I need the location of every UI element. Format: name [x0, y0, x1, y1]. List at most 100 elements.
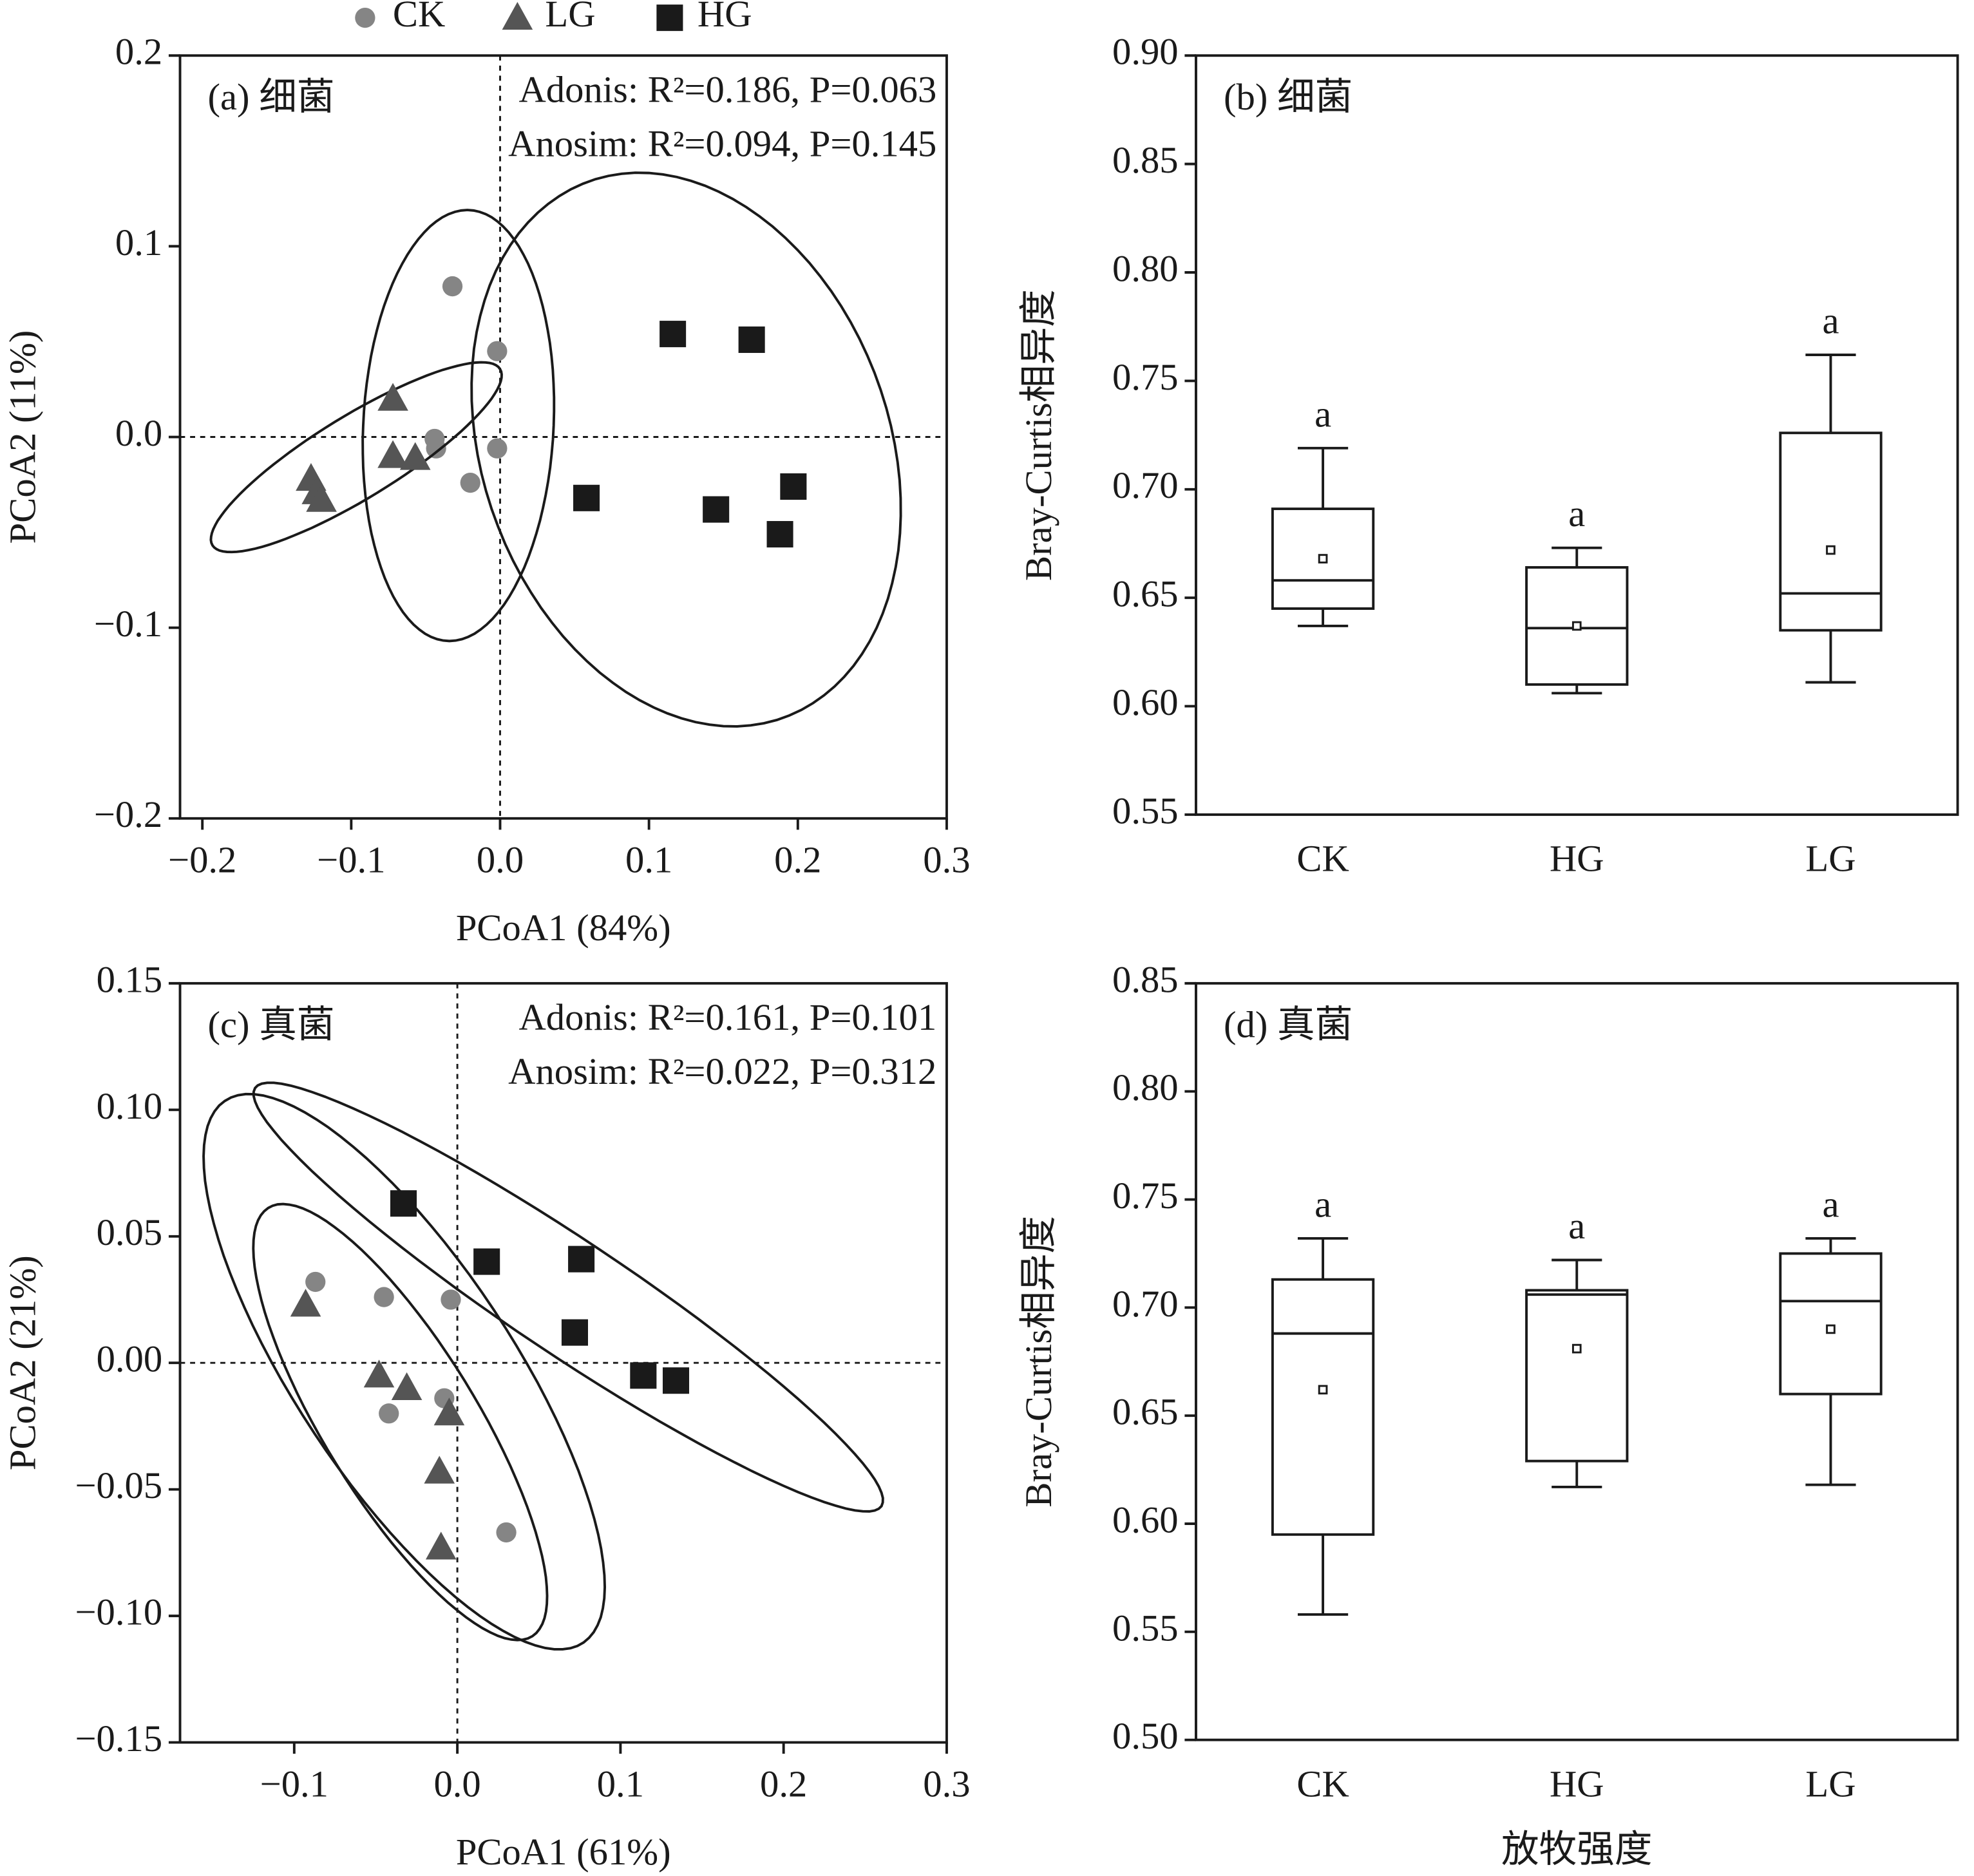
y-axis-title: PCoA2 (21%) — [2, 1255, 44, 1470]
box — [1271, 507, 1375, 610]
point — [703, 496, 730, 523]
point — [425, 1531, 457, 1560]
significance-letter: a — [1314, 393, 1331, 435]
annotation: Adonis: R²=0.161, P=0.101 — [518, 996, 936, 1038]
box — [1779, 1252, 1883, 1396]
y-tick-label: 0.0 — [115, 412, 162, 454]
y-tick-label: 0.65 — [1112, 573, 1179, 615]
confidence-ellipse — [252, 1081, 884, 1513]
box — [1271, 1278, 1375, 1536]
significance-letter: a — [1568, 493, 1585, 535]
y-axis-title: Bray-Curtis相异度 — [1018, 289, 1059, 581]
point — [377, 440, 408, 468]
x-tick-label: −0.1 — [260, 1763, 328, 1805]
y-tick-label: 0.65 — [1112, 1391, 1179, 1433]
y-tick-label: 0.60 — [1112, 681, 1179, 723]
y-tick-label: −0.2 — [94, 793, 162, 835]
x-axis-title: 放牧强度 — [1501, 1828, 1653, 1870]
y-tick-label: 0.80 — [1112, 247, 1179, 289]
point — [780, 473, 807, 500]
point — [473, 1248, 500, 1275]
point — [363, 1360, 395, 1388]
significance-letter: a — [1568, 1205, 1585, 1247]
y-tick-label: −0.05 — [75, 1464, 163, 1506]
point — [305, 1271, 326, 1293]
legend-label: HG — [698, 0, 752, 35]
point — [568, 1246, 595, 1273]
y-tick-label: 0.55 — [1112, 1607, 1179, 1649]
y-tick-label: −0.15 — [75, 1718, 163, 1759]
point — [662, 1367, 690, 1394]
y-tick-label: 0.15 — [97, 958, 163, 1000]
x-tick-label: LG — [1805, 1763, 1855, 1805]
point — [766, 521, 793, 548]
y-tick-label: 0.70 — [1112, 1283, 1179, 1325]
x-tick-label: −0.2 — [168, 839, 236, 881]
point — [390, 1190, 417, 1217]
plot-frame — [1195, 54, 1959, 816]
panel-title: (c) 真菌 — [208, 1004, 335, 1046]
x-tick-label: 0.2 — [760, 1763, 807, 1805]
significance-letter: a — [1822, 1183, 1839, 1225]
x-axis-title: PCoA1 (84%) — [456, 907, 671, 949]
y-tick-label: 0.80 — [1112, 1066, 1179, 1108]
x-tick-label: CK — [1296, 1763, 1349, 1805]
annotation: Anosim: R²=0.022, P=0.312 — [508, 1050, 936, 1092]
legend-marker — [656, 5, 683, 32]
point — [738, 326, 765, 354]
mean-marker — [1826, 545, 1836, 555]
x-axis-title: PCoA1 (61%) — [456, 1831, 671, 1873]
x-tick-label: LG — [1805, 838, 1855, 880]
x-tick-label: CK — [1296, 838, 1349, 880]
point — [441, 1289, 461, 1310]
y-tick-label: 0.85 — [1112, 958, 1179, 1000]
mean-marker — [1571, 621, 1582, 631]
point — [377, 383, 408, 411]
point — [433, 1398, 465, 1426]
significance-letter: a — [1314, 1183, 1331, 1225]
x-tick-label: 0.0 — [477, 839, 524, 881]
point — [290, 1289, 321, 1317]
box — [1779, 431, 1883, 632]
y-tick-label: −0.10 — [75, 1591, 163, 1633]
y-axis-title: PCoA2 (11%) — [2, 330, 44, 544]
confidence-ellipse — [361, 209, 556, 643]
annotation: Anosim: R²=0.094, P=0.145 — [508, 122, 936, 164]
box — [1525, 1289, 1629, 1463]
point — [573, 484, 600, 511]
y-tick-label: 0.90 — [1112, 31, 1179, 73]
y-tick-label: 0.10 — [97, 1085, 163, 1127]
annotation: Adonis: R²=0.186, P=0.063 — [518, 68, 936, 110]
confidence-ellipse — [252, 1202, 549, 1642]
y-tick-label: 0.05 — [97, 1211, 163, 1253]
panel-title: (b) 细菌 — [1224, 76, 1352, 118]
y-tick-label: 0.70 — [1112, 464, 1179, 506]
point — [424, 1455, 455, 1484]
significance-letter: a — [1822, 300, 1839, 342]
x-tick-label: HG — [1550, 1763, 1604, 1805]
point — [496, 1522, 517, 1543]
panel-title: (d) 真菌 — [1224, 1004, 1352, 1046]
y-tick-label: −0.1 — [94, 603, 162, 645]
panel-title: (a) 细菌 — [208, 76, 335, 118]
point — [426, 438, 446, 459]
point — [306, 484, 337, 512]
box — [1525, 566, 1629, 686]
point — [630, 1362, 657, 1389]
y-tick-label: 0.85 — [1112, 139, 1179, 181]
y-tick-label: 0.50 — [1112, 1715, 1179, 1757]
legend-label: LG — [545, 0, 595, 35]
y-tick-label: 0.60 — [1112, 1499, 1179, 1540]
x-tick-label: 0.3 — [923, 1763, 970, 1805]
point — [442, 276, 463, 297]
point — [391, 1372, 422, 1400]
point — [660, 321, 687, 348]
x-tick-label: 0.3 — [923, 839, 970, 881]
x-tick-label: 0.2 — [774, 839, 821, 881]
x-tick-label: HG — [1550, 838, 1604, 880]
y-tick-label: 0.2 — [115, 31, 162, 73]
x-tick-label: −0.1 — [317, 839, 385, 881]
x-tick-label: 0.1 — [597, 1763, 644, 1805]
point — [487, 341, 508, 361]
point — [399, 442, 431, 470]
